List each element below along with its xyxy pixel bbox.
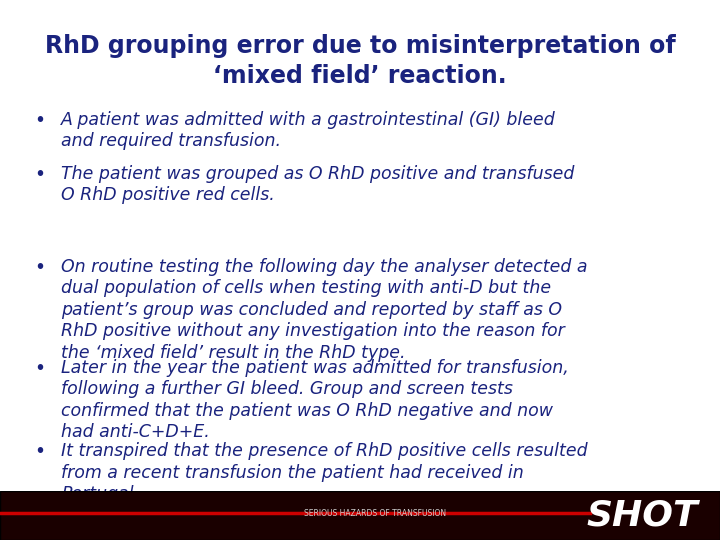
Text: •: • — [34, 258, 45, 277]
Text: •: • — [34, 111, 45, 130]
Text: It transpired that the presence of RhD positive cells resulted
from a recent tra: It transpired that the presence of RhD p… — [61, 442, 588, 503]
Text: On routine testing the following day the analyser detected a
dual population of : On routine testing the following day the… — [61, 258, 588, 362]
Text: SERIOUS HAZARDS OF TRANSFUSION: SERIOUS HAZARDS OF TRANSFUSION — [305, 509, 446, 518]
Text: •: • — [34, 359, 45, 377]
Text: Later in the year the patient was admitted for transfusion,
following a further : Later in the year the patient was admitt… — [61, 359, 569, 441]
Text: The patient was grouped as O RhD positive and transfused
O RhD positive red cell: The patient was grouped as O RhD positiv… — [61, 165, 575, 204]
Text: •: • — [34, 165, 45, 184]
Text: SHOT: SHOT — [587, 499, 698, 532]
Text: RhD grouping error due to misinterpretation of
‘mixed field’ reaction.: RhD grouping error due to misinterpretat… — [45, 35, 675, 88]
Text: •: • — [34, 442, 45, 461]
FancyBboxPatch shape — [0, 491, 720, 540]
Text: A patient was admitted with a gastrointestinal (GI) bleed
and required transfusi: A patient was admitted with a gastrointe… — [61, 111, 556, 150]
